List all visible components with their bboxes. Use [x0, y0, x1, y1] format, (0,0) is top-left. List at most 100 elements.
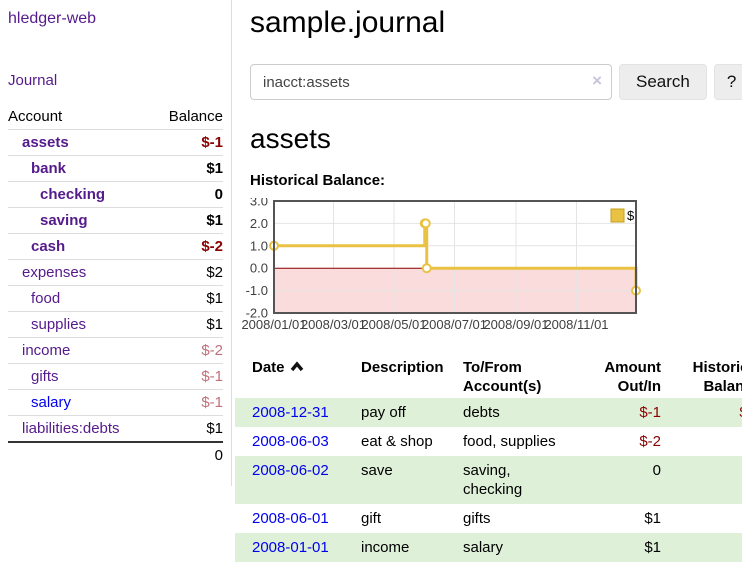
- transaction-accounts: gifts: [463, 510, 491, 527]
- transaction-date-link[interactable]: 2008-12-31: [252, 404, 329, 421]
- data-point-marker: [420, 218, 431, 229]
- account-link[interactable]: checking: [40, 186, 106, 203]
- y-tick-label: 3.0: [250, 198, 268, 209]
- account-balance: $1: [206, 160, 223, 177]
- x-tick-label: 2008/03/01: [301, 317, 366, 332]
- accounts-header-account: Account: [8, 108, 63, 125]
- plot-border: [273, 200, 637, 314]
- legend-swatch: [610, 208, 625, 223]
- account-link[interactable]: gifts: [31, 368, 59, 385]
- account-row: gifts $-1: [8, 363, 223, 390]
- register-row: 2008-06-02 save saving, checking 0$2: [235, 456, 742, 504]
- balance-chart-svg: $3.0 2.0 1.0 0.0 -1.0 -2.02008/01/012008/03/0…: [241, 194, 641, 332]
- x-tick-label: 2008/05/01: [361, 317, 426, 332]
- accounts-table: Account Balance assets $-1 bank $1 checking 0…: [8, 105, 223, 468]
- transaction-accounts: debts: [463, 404, 500, 421]
- journal-link[interactable]: Journal: [8, 72, 58, 89]
- x-tick-label: 2008/09/01: [483, 317, 548, 332]
- transaction-accounts: food, supplies: [463, 433, 556, 450]
- transaction-balance: $2: [661, 456, 742, 504]
- transaction-date-link[interactable]: 2008-06-01: [252, 510, 329, 527]
- account-row: liabilities:debts $1: [8, 415, 223, 443]
- register-column-header: Historical Balance: [661, 356, 742, 398]
- register-row: 2008-06-01 gift gifts $1$2: [235, 504, 742, 533]
- account-row: supplies $1: [8, 311, 223, 338]
- clear-search-icon[interactable]: ×: [592, 71, 602, 90]
- account-link[interactable]: food: [31, 290, 61, 307]
- y-tick-label: 2.0: [250, 216, 268, 231]
- register-column-label[interactable]: Date: [252, 359, 285, 376]
- transaction-description: save: [361, 462, 393, 479]
- transaction-description: pay off: [361, 404, 406, 421]
- account-link[interactable]: cash: [31, 238, 66, 255]
- search-button[interactable]: Search: [619, 64, 707, 100]
- account-balance: $1: [206, 290, 223, 307]
- account-row: expenses $2: [8, 259, 223, 286]
- legend-label: $: [627, 208, 635, 223]
- account-balance: $-1: [201, 368, 223, 385]
- account-link[interactable]: income: [22, 342, 71, 359]
- account-link[interactable]: supplies: [31, 316, 87, 333]
- x-tick-label: 2008/07/01: [422, 317, 487, 332]
- transaction-balance: $1: [661, 533, 742, 562]
- account-link[interactable]: liabilities:debts: [22, 420, 120, 437]
- register-column-header: To/From Account(s): [463, 356, 569, 398]
- account-link[interactable]: salary: [31, 394, 72, 411]
- account-link[interactable]: saving: [40, 212, 88, 229]
- account-balance: $1: [206, 212, 223, 229]
- sort-ascending-icon[interactable]: [290, 361, 304, 372]
- register-row: 2008-01-01 income salary $1$1: [235, 533, 742, 562]
- historical-balance-chart: $3.0 2.0 1.0 0.0 -1.0 -2.0 2008/01/01 2008/03/0…: [240, 194, 642, 340]
- main-content: sample.journal × Search ? assets Histori…: [235, 0, 742, 562]
- x-tick-label: 2008/01/01: [241, 317, 306, 332]
- transaction-description: income: [361, 539, 410, 556]
- account-row: saving $1: [8, 207, 223, 234]
- account-link[interactable]: bank: [31, 160, 67, 177]
- account-row: food $1: [8, 285, 223, 312]
- account-balance: $1: [206, 316, 223, 333]
- account-row: bank $1: [8, 155, 223, 182]
- x-tick-label: 2008/11/01: [544, 317, 608, 332]
- account-row: income $-2: [8, 337, 223, 364]
- account-balance: $-1: [201, 134, 223, 151]
- account-balance: $1: [206, 420, 223, 437]
- register-row: 2008-12-31 pay off debts $-1$-1: [235, 398, 742, 427]
- account-balance: $-2: [201, 238, 223, 255]
- y-tick-label: -2.0: [246, 306, 268, 321]
- transaction-description: eat & shop: [361, 433, 433, 450]
- transaction-date-link[interactable]: 2008-01-01: [252, 539, 329, 556]
- transaction-balance: $2: [661, 504, 742, 533]
- accounts-total-spacer: [8, 441, 153, 468]
- register-column-header: Date: [235, 356, 361, 398]
- app-title-link[interactable]: hledger-web: [8, 10, 97, 27]
- account-link[interactable]: expenses: [22, 264, 87, 281]
- account-heading: assets: [250, 123, 331, 154]
- account-row: salary $-1: [8, 389, 223, 416]
- account-row: cash $-2: [8, 233, 223, 260]
- transaction-amount: 0: [652, 462, 661, 479]
- transaction-amount: $-1: [639, 404, 661, 421]
- transaction-accounts: saving, checking: [463, 462, 523, 498]
- transaction-date-link[interactable]: 2008-06-02: [252, 462, 329, 479]
- y-tick-label: 1.0: [250, 238, 268, 253]
- accounts-total-row: 0: [8, 441, 223, 468]
- account-balance: $-1: [201, 394, 223, 411]
- transaction-description: gift: [361, 510, 382, 527]
- search-box: ×: [250, 64, 612, 100]
- transaction-date-link[interactable]: 2008-06-03: [252, 433, 329, 450]
- transaction-amount: $1: [644, 510, 661, 527]
- transaction-balance: $-1: [661, 398, 742, 427]
- search-input[interactable]: [250, 64, 612, 100]
- register-column-label: Historical Balance: [692, 359, 742, 395]
- sidebar: hledger-web Journal Account Balance asse…: [0, 0, 232, 486]
- account-balance: $-2: [201, 342, 223, 359]
- account-balance: 0: [214, 186, 223, 203]
- account-link[interactable]: assets: [22, 134, 69, 151]
- search-bar: × Search ?: [250, 64, 742, 100]
- register-column-header: Amount Out/In: [569, 356, 661, 398]
- transaction-balance: 0: [661, 427, 742, 456]
- y-tick-label: 0.0: [250, 261, 268, 276]
- transaction-amount: $1: [644, 539, 661, 556]
- accounts-header-balance: Balance: [168, 108, 223, 125]
- search-help-button[interactable]: ?: [713, 64, 742, 100]
